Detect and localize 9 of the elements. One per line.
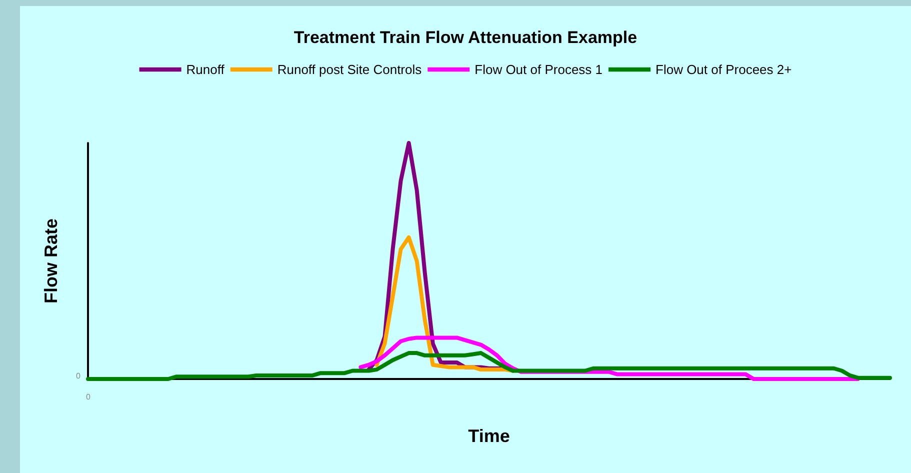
- legend-label: Runoff: [186, 62, 225, 77]
- x-axis-title: Time: [468, 426, 510, 446]
- legend-label: Flow Out of Process 1: [474, 62, 603, 77]
- text: 0: [76, 372, 81, 380]
- legend-label: Flow Out of Procees 2+: [656, 62, 792, 77]
- y-axis-title: Flow Rate: [41, 218, 61, 304]
- legend-label: Runoff post Site Controls: [277, 62, 422, 77]
- text: 0: [86, 392, 91, 402]
- chart-title: Treatment Train Flow Attenuation Example: [294, 28, 638, 47]
